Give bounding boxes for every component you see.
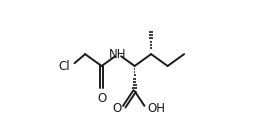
Text: OH: OH: [148, 102, 166, 115]
Text: O: O: [97, 92, 106, 105]
Text: NH: NH: [109, 48, 127, 61]
Text: Cl: Cl: [58, 60, 70, 72]
Text: O: O: [112, 102, 122, 115]
